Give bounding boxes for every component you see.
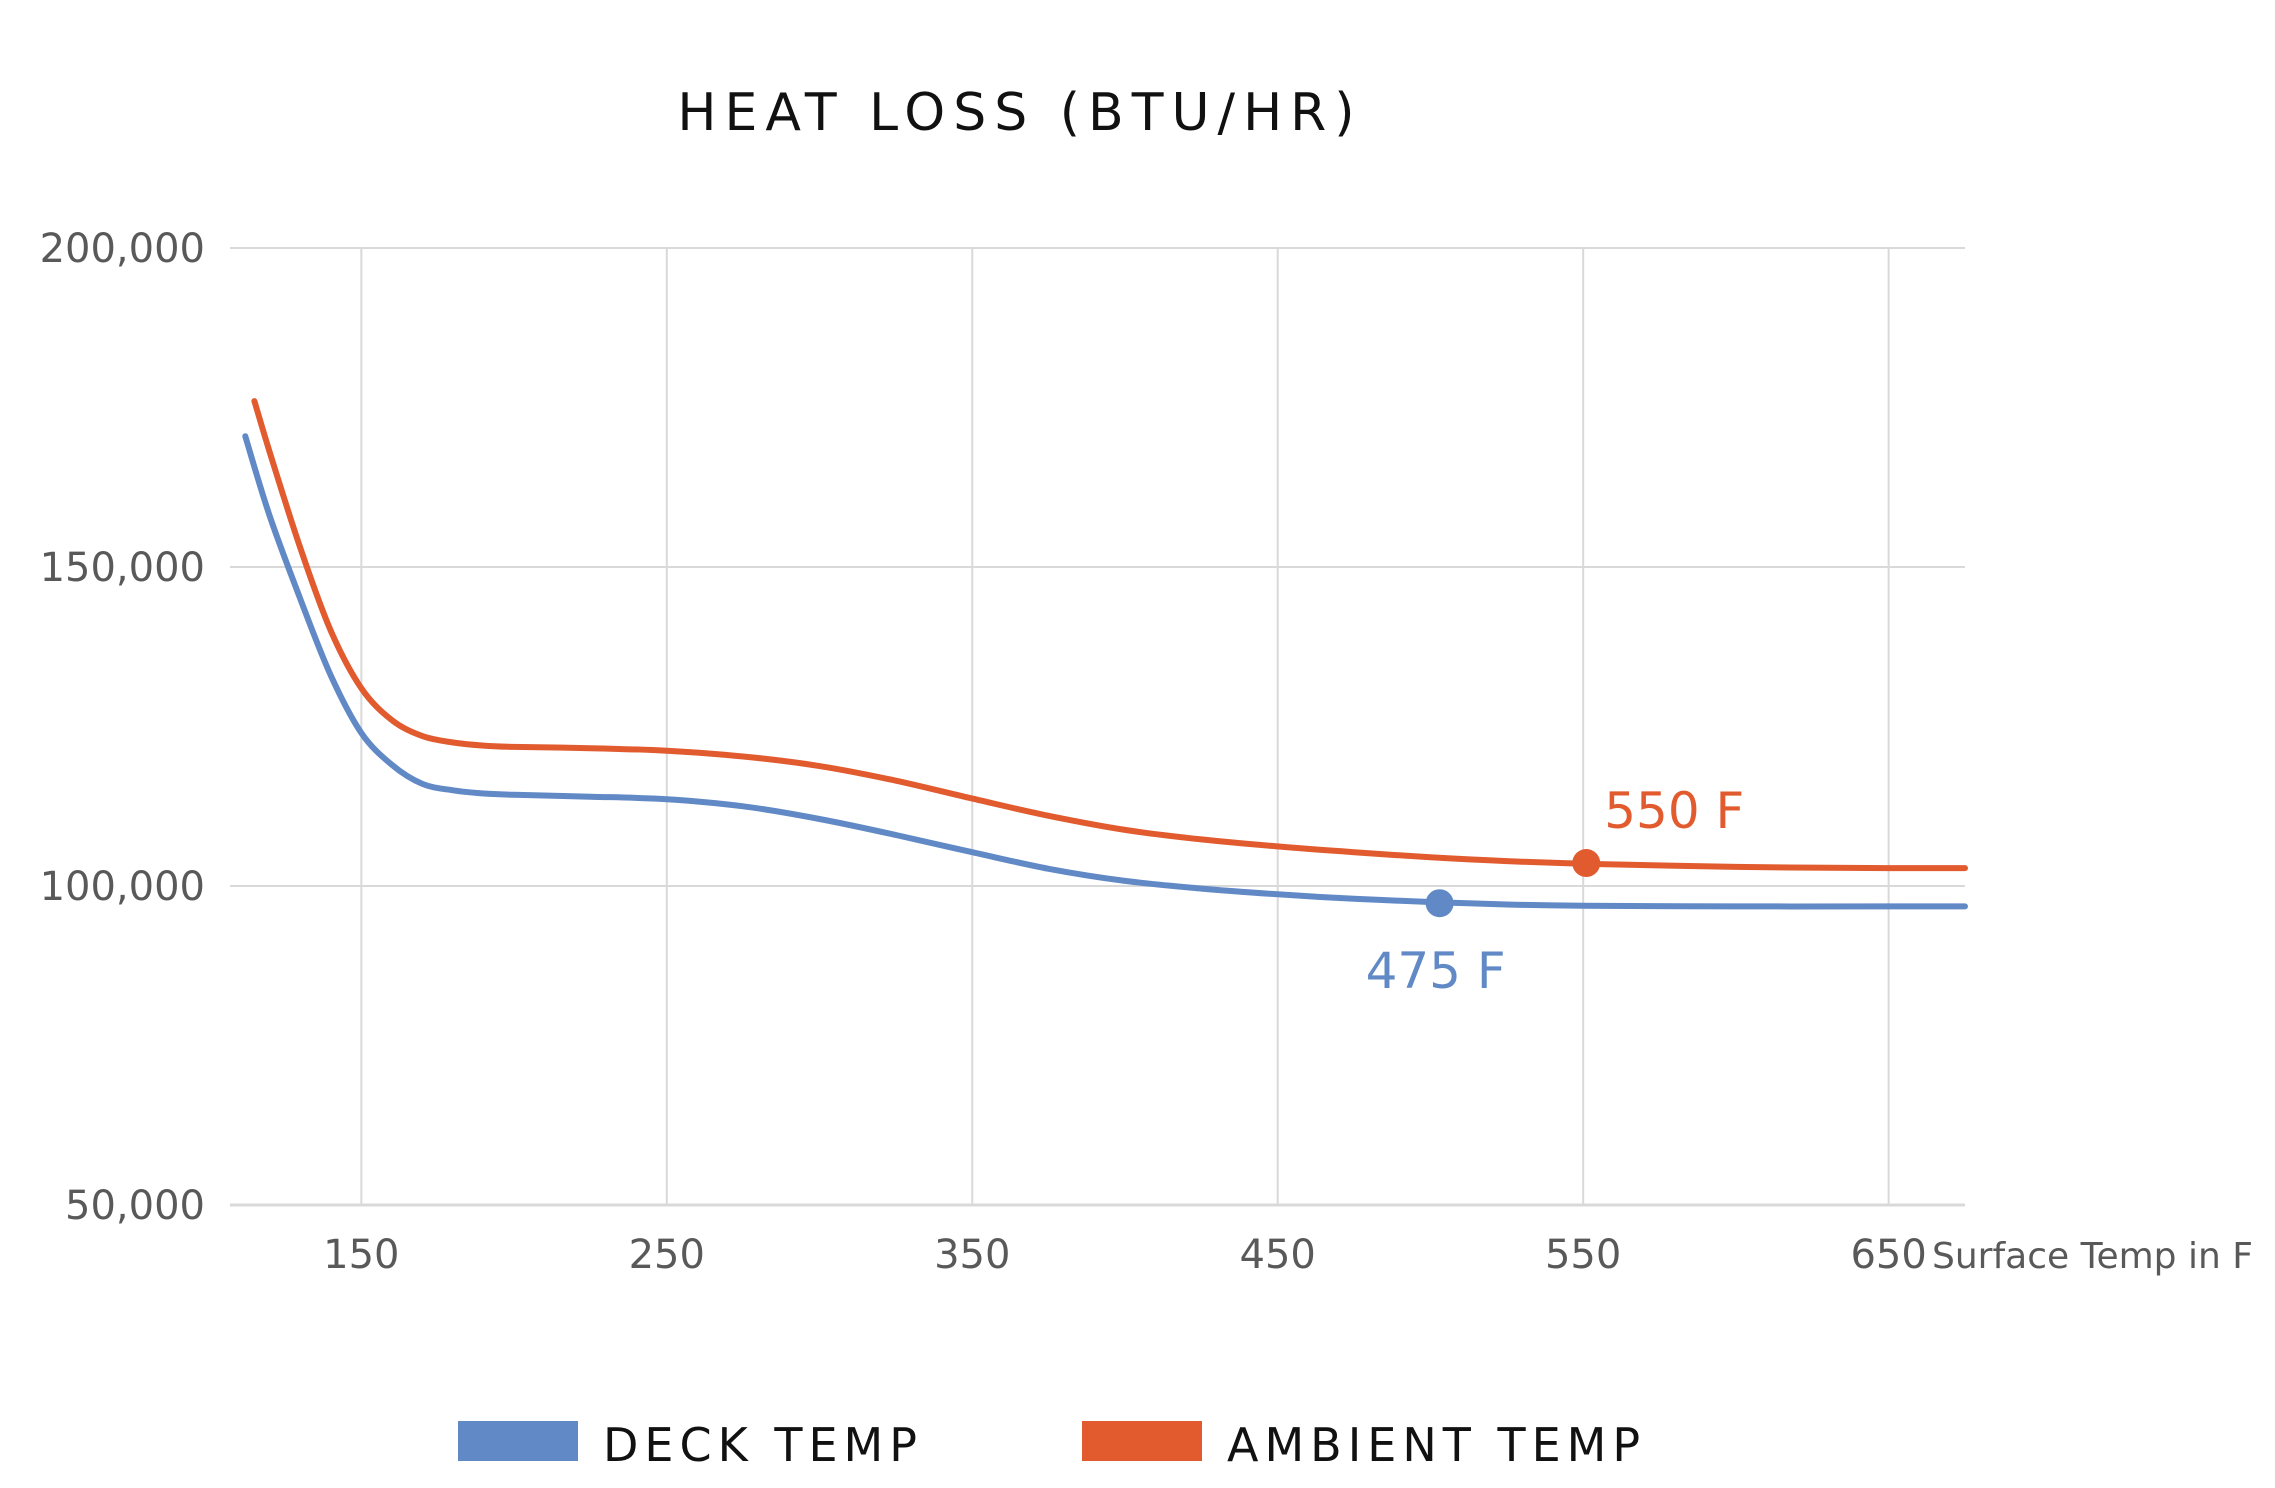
y-axis-ticks: 50,000 100,000 150,000 200,000: [40, 226, 205, 1229]
y-tick-label-100000: 100,000: [40, 864, 205, 910]
y-tick-label-50000: 50,000: [65, 1183, 205, 1229]
series-lines: [242, 398, 1968, 910]
annotations: 475 F 550 F: [1366, 782, 1745, 1000]
annotation-label-deck-temp: 475 F: [1366, 942, 1506, 1000]
x-tick-label-650: 650: [1850, 1232, 1926, 1278]
marker-ambient-temp: [1572, 849, 1601, 878]
x-tick-label-350: 350: [934, 1232, 1010, 1278]
series-line-ambient-temp: [251, 398, 1968, 872]
x-tick-label-150: 150: [323, 1232, 399, 1278]
x-tick-label-250: 250: [629, 1232, 705, 1278]
x-axis-ticks: 150 250 350 450 550 650: [323, 1232, 1927, 1278]
legend-swatch-deck-temp: [458, 1421, 578, 1461]
legend-swatch-ambient-temp: [1082, 1421, 1202, 1461]
legend-label-deck-temp: DECK TEMP: [603, 1418, 923, 1472]
legend: DECK TEMP AMBIENT TEMP: [458, 1418, 1646, 1472]
x-axis-label: Surface Temp in F: [1932, 1236, 2253, 1277]
series-line-deck-temp: [242, 433, 1968, 910]
x-tick-label-550: 550: [1545, 1232, 1621, 1278]
chart-title: HEAT LOSS (BTU/HR): [677, 83, 1362, 143]
grid-lines: [230, 247, 1965, 1207]
x-tick-label-450: 450: [1240, 1232, 1316, 1278]
annotation-label-ambient-temp: 550 F: [1604, 782, 1744, 840]
y-tick-label-150000: 150,000: [40, 545, 205, 591]
marker-deck-temp: [1425, 889, 1454, 918]
y-tick-label-200000: 200,000: [40, 226, 205, 272]
legend-label-ambient-temp: AMBIENT TEMP: [1227, 1418, 1646, 1472]
